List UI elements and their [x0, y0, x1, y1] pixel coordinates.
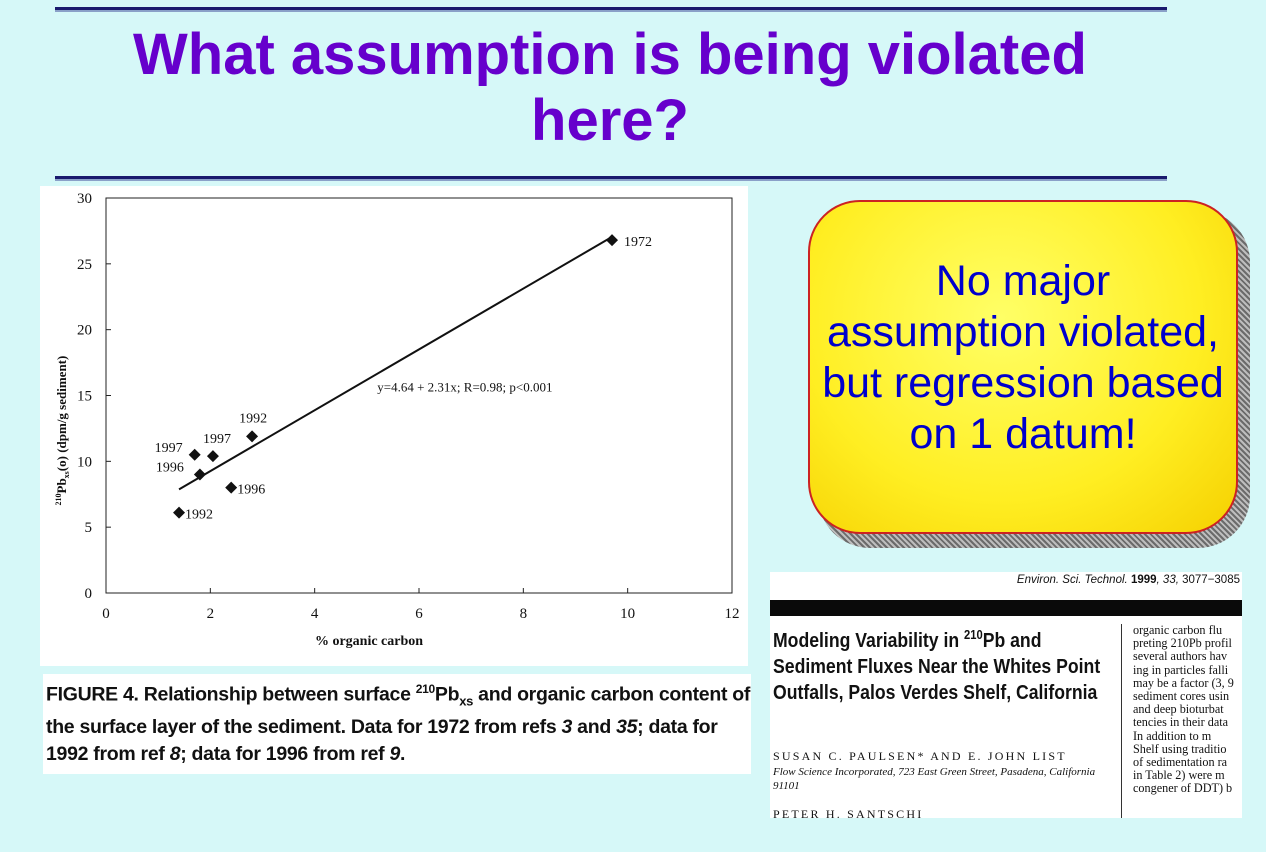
- caption-text-4: ; data for 1996 from ref: [180, 743, 390, 766]
- slide-title: What assumption is being violated here?: [133, 22, 1087, 153]
- x-axis-label: % organic carbon: [315, 634, 423, 649]
- figure-panel: 0 2 4 6 8 10 12 0 5 10 15 20 25 30 1972 1992 1997 1997 19…: [40, 186, 748, 666]
- title-underline-rule: [55, 176, 1167, 179]
- y-tick-label: 10: [77, 454, 92, 470]
- paper-column-line: of sedimentation ra: [1133, 754, 1228, 769]
- journal-year: 1999: [1130, 574, 1157, 586]
- caption-ref-8: 8: [169, 743, 181, 766]
- data-point-label: 1997: [203, 432, 231, 447]
- caption-ref-35: 35: [616, 716, 638, 739]
- data-point-marker: [606, 234, 619, 247]
- y-axis-label-rest: (o) (dpm/g sediment): [54, 356, 69, 472]
- x-tick-label: 10: [620, 606, 635, 622]
- paper-column-line: organic carbon flu: [1133, 623, 1223, 637]
- x-tick-label: 12: [725, 606, 740, 622]
- journal-name: Environ. Sci. Technol.: [1016, 574, 1128, 586]
- paper-column-line: preting 210Pb profil: [1133, 636, 1232, 651]
- top-rule: [55, 7, 1167, 10]
- y-axis-label-pb: Pb: [54, 478, 69, 493]
- paper-affiliation: Flow Science Incorporated, 723 East Gree…: [773, 766, 1096, 792]
- figure-caption: FIGURE 4. Relationship between surface 2…: [43, 674, 751, 775]
- data-point-marker: [193, 468, 206, 481]
- data-point-label: 1997: [155, 441, 183, 456]
- answer-callout: No major assumption violated, but regres…: [808, 200, 1238, 534]
- caption-and: and: [572, 716, 617, 739]
- journal-citation: Environ. Sci. Technol. 1999, 33, 3077−30…: [1016, 574, 1240, 586]
- caption-text-1: Relationship between surface: [138, 683, 416, 706]
- paper-second-author: PETER H. SANTSCHI: [773, 807, 924, 818]
- x-tick-label: 2: [207, 606, 215, 622]
- y-tick-label: 20: [77, 323, 92, 339]
- y-tick-label: 25: [77, 257, 92, 273]
- x-tick-label: 6: [415, 606, 423, 622]
- paper-column-line: several authors hav: [1133, 649, 1228, 664]
- caption-sub-xs: xs: [459, 693, 474, 709]
- x-tick-label: 0: [102, 606, 110, 622]
- regression-annotation: y=4.64 + 2.31x; R=0.98; p<0.001: [377, 380, 552, 395]
- y-tick-label: 5: [85, 520, 93, 536]
- paper-column-line: congener of DDT) b: [1133, 781, 1233, 796]
- paper-column-line: ing in particles falli: [1133, 662, 1229, 677]
- paper-column-line: tencies in their data: [1133, 715, 1229, 730]
- data-point-marker: [246, 430, 259, 443]
- paper-title: Modeling Variability in 210Pb and Sedime…: [773, 622, 1108, 706]
- paper-title-sup: 210: [964, 627, 983, 642]
- x-tick-label: 4: [311, 606, 319, 622]
- callout-text: No major assumption violated, but regres…: [822, 257, 1224, 458]
- caption-ref-3: 3: [561, 716, 573, 739]
- caption-end: .: [400, 743, 406, 766]
- y-tick-label: 30: [77, 191, 92, 207]
- data-point-marker: [173, 506, 186, 519]
- caption-text-2: and organic carbon content of the surfac…: [46, 683, 751, 739]
- y-axis-label-sub: xs: [62, 471, 71, 478]
- paper-column-line: may be a factor (3, 9: [1133, 675, 1234, 690]
- caption-ref-9: 9: [389, 743, 401, 766]
- data-point-label: 1992: [185, 508, 213, 523]
- chart-axes: 0 2 4 6 8 10 12 0 5 10 15 20 25 30: [77, 191, 740, 622]
- paper-column-line: In addition to m: [1133, 728, 1212, 743]
- x-tick-label: 8: [520, 606, 528, 622]
- data-point-label: 1972: [624, 235, 652, 250]
- paper-excerpt: Environ. Sci. Technol. 1999, 33, 3077−30…: [770, 572, 1242, 818]
- paper-title-part-1: Modeling Variability in: [773, 628, 965, 652]
- paper-title-part-2: Pb and Sediment Fluxes Near the Whites P…: [773, 628, 1101, 704]
- y-tick-label: 0: [85, 586, 93, 602]
- journal-pages: 3077−3085: [1182, 574, 1240, 586]
- paper-body-column: organic carbon flu preting 210Pb profil se…: [1133, 623, 1234, 796]
- data-point-marker: [225, 481, 238, 494]
- paper-authors: SUSAN C. PAULSEN* AND E. JOHN LIST: [773, 749, 1067, 763]
- column-divider: [1121, 624, 1122, 818]
- paper-column-line: and deep bioturbat: [1133, 702, 1224, 717]
- data-point-marker: [188, 448, 201, 461]
- journal-volume: 33: [1162, 574, 1176, 586]
- data-point-marker: [206, 450, 219, 463]
- y-tick-label: 15: [77, 389, 92, 405]
- data-point-label: 1996: [156, 461, 184, 476]
- plot-frame: [105, 197, 733, 594]
- paper-column-line: Shelf using traditio: [1133, 741, 1227, 756]
- y-axis-label: 210Pbxs(o) (dpm/g sediment): [54, 356, 71, 506]
- journal-header-bar: [770, 600, 1242, 616]
- regression-line: [178, 236, 613, 491]
- paper-column-line: in Table 2) were m: [1133, 768, 1225, 783]
- caption-pb: Pb: [434, 683, 460, 706]
- caption-sup-210: 210: [415, 682, 435, 696]
- paper-column-line: sediment cores usin: [1133, 688, 1230, 703]
- caption-text-3: ; data for 1992 from ref: [46, 716, 718, 766]
- caption-figure-label: FIGURE 4.: [46, 683, 139, 706]
- chart-marks: 1972 1992 1997 1997 1996 1996 1992: [155, 234, 652, 523]
- y-axis-label-sup: 210: [54, 494, 63, 506]
- data-point-label: 1996: [237, 483, 265, 498]
- data-point-label: 1992: [239, 411, 267, 426]
